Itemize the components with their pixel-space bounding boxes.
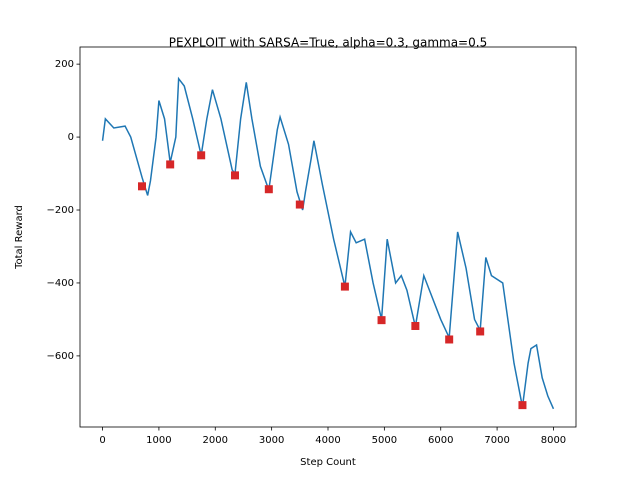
marker — [138, 182, 146, 191]
marker — [445, 335, 454, 344]
y-tick-label: −600 — [47, 351, 74, 362]
marker — [166, 160, 175, 169]
x-tick-label: 8000 — [541, 435, 566, 446]
y-tick-label: −400 — [47, 278, 74, 289]
x-tick-label: 3000 — [259, 435, 284, 446]
plot-frame — [79, 46, 577, 428]
marker — [264, 185, 273, 194]
x-tick-label: 1000 — [146, 435, 171, 446]
marker — [411, 321, 420, 330]
marker — [295, 200, 304, 209]
x-axis-label: Step Count — [300, 457, 356, 468]
chart-title: PEXPLOIT with SARSA=True, alpha=0.3, gam… — [169, 36, 487, 50]
x-tick-label: 4000 — [315, 435, 340, 446]
marker — [476, 327, 485, 336]
line-series — [101, 76, 555, 410]
y-tick-label: 0 — [68, 132, 74, 143]
y-axis-label: Total Reward — [14, 205, 25, 270]
x-tick-label: 5000 — [372, 435, 397, 446]
y-tick-label: 200 — [55, 59, 74, 70]
marker — [197, 151, 206, 160]
y-tick-label: −200 — [47, 205, 74, 216]
x-tick-label: 7000 — [484, 435, 509, 446]
marker — [518, 401, 527, 410]
x-tick-label: 2000 — [203, 435, 228, 446]
marker — [340, 282, 349, 291]
marker — [231, 171, 239, 180]
x-tick-label: 0 — [99, 435, 105, 446]
marker — [377, 316, 386, 325]
x-tick-label: 6000 — [428, 435, 453, 446]
